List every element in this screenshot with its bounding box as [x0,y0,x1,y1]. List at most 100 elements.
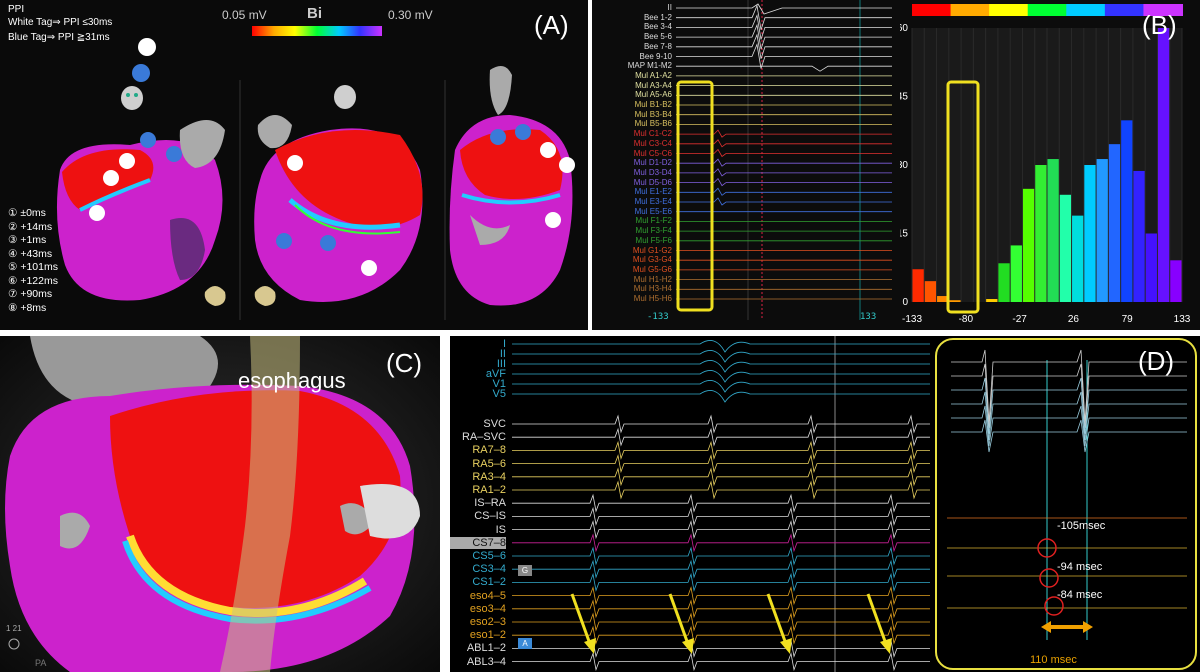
esophagus-label: esophagus [238,368,346,393]
channel-label: Mul E3-E4 [634,197,672,206]
voltage-scale-mode: Bi [307,5,322,22]
surface-lead-label: aVF [485,368,506,380]
intracardiac-trace [512,533,930,553]
inset-trace [951,377,1187,435]
intracardiac-trace [512,586,930,606]
ppi-item: ⑥ +122ms [8,274,58,287]
channel-label: Mul A5-A6 [635,90,672,100]
intracardiac-lead-label: CS–IS [474,510,506,523]
intracardiac-lead-label: RA1–2 [472,484,506,496]
channel-label: Mul B3-B4 [634,109,672,119]
intracardiac-lead-label: CS5–6 [472,550,506,562]
head-icon-2 [334,85,356,109]
channel-label: Bee 9-10 [639,51,672,61]
intracardiac-trace [512,454,930,474]
channel-label: Mul G1-G2 [632,245,672,255]
channel-label: Mul E5-E6 [634,206,672,216]
intracardiac-lead-label: IS [495,523,506,536]
corner-scale: 1 21 [6,624,22,633]
red-circle-marker [1039,568,1059,588]
voltage-map-2 [254,115,423,302]
histogram-bar [937,296,949,302]
channel-label: Bee 3-4 [643,22,672,32]
channel-label: Mul B5-B6 [634,119,672,129]
intracardiac-lead-label: CS3–4 [472,563,506,576]
ppi-item: ⑧ +8ms [8,301,47,314]
channel-label: Mul B1-B2 [634,100,672,109]
time-left-label: -133 [647,312,669,322]
inset-trace [951,363,1187,429]
tag-markers [89,38,575,276]
inset-trace [951,349,1187,423]
voltage-scale-max: 0.30 mV [388,8,433,22]
intracardiac-lead-label: ABL1–2 [466,642,506,655]
inset-traces [947,349,1187,640]
red-circle-marker [1037,538,1057,558]
histogram-bar [912,269,924,302]
intracardiac-lead-label: RA–SVC [461,431,506,444]
intracardiac-lead-label: eso4–5 [469,589,506,602]
ppi-item: ④ +43ms [8,247,53,260]
intracardiac-trace [512,506,930,526]
channel-trace [676,129,892,138]
yellow-arrowhead [780,638,792,654]
channel-trace [676,139,892,148]
torso-icon-2 [254,286,276,306]
intracardiac-lead-label: CS1–2 [472,576,506,589]
channel-label: Mul A3-A4 [635,80,672,90]
surface-trace [512,350,930,363]
yellow-arrowhead [584,638,596,654]
channel-trace [676,3,892,15]
histogram-bar [1108,144,1121,302]
intracardiac-lead-label: ABL3–4 [466,655,506,668]
channel-label: Mul D3-D4 [633,167,672,177]
lat-histogram: 0 115 230 345 460 -133 -80 -27 26 79 133 [900,4,1191,325]
channel-trace [676,168,892,177]
intracardiac-trace [512,625,930,645]
histogram-bar [1096,159,1108,302]
x-tick-label: -80 [959,314,974,325]
histogram-bar [1133,170,1145,302]
panel-b: II Bee 1-2 Bee 3-4 Bee 5-6 Bee 7-8 Bee 9-10 MA… [592,0,1200,330]
surface-lead-label: III [496,358,506,370]
ppi-item: ⑤ +101ms [8,261,58,273]
torso-icon-1 [204,286,226,306]
channel-label: Bee 5-6 [643,32,672,42]
channel-label: Mul E1-E2 [634,187,672,197]
zoom-inset: -105msec -94 msec -84 msec [935,338,1197,670]
channel-label: Mul F5-F6 [635,235,672,245]
channel-label: Mul H1-H2 [633,274,672,284]
panel-c-map [0,336,440,672]
voltage-map-3 [449,66,573,306]
channel-label: Mul F1-F2 [635,216,672,226]
ppi-item: ① ±0ms [8,207,46,219]
ppi-item: ⑦ +90ms [8,288,53,300]
inset-trace [951,419,1187,453]
channel-trace [676,158,892,167]
channel-label: Mul C3-C4 [633,138,672,148]
intracardiac-trace [512,493,930,513]
intracardiac-trace [512,427,930,447]
delay-label: -84 msec [1057,589,1103,601]
ppi-legend-white: White Tag⇒ PPI ≤30ms [8,17,113,28]
intracardiac-trace [512,638,930,658]
intracardiac-lead-label: eso2–3 [469,616,506,628]
y-tick-label: 460 [900,23,908,34]
channel-trace [676,177,892,187]
esophagus-shape [220,336,300,672]
histogram-bar [924,281,937,302]
channel-trace [676,148,892,158]
panel-c: esophagus (C) 1 21 PA [0,336,440,672]
channel-label: Mul D5-D6 [633,177,672,187]
channel-label: MAP M1-M2 [627,61,672,71]
channel-label: Mul G5-G6 [632,264,672,274]
histogram-bar [949,300,961,302]
ppi-list: ① ±0ms ② +14ms ③ +1ms ④ +43ms ⑤ +101ms ⑥… [8,207,58,315]
ecg-traces [512,336,930,672]
surface-lead-label: V5 [492,388,506,400]
intracardiac-trace [512,599,930,619]
yellow-arrowhead [880,638,892,654]
panel-b-letter: (B) [1142,10,1177,40]
channel-label: Bee 1-2 [643,12,672,22]
channel-trace [676,197,892,206]
